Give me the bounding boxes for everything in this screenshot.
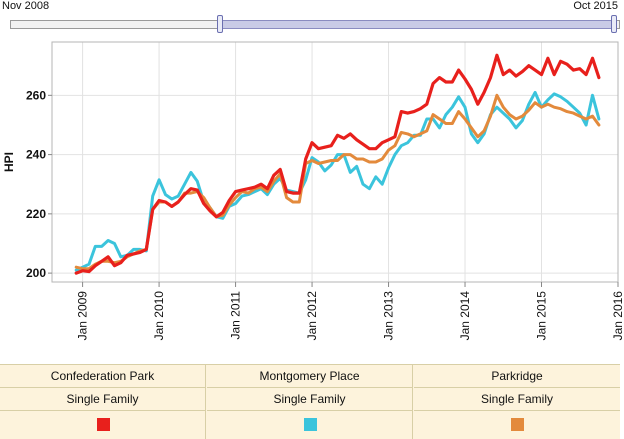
range-start-handle[interactable] (217, 15, 223, 33)
series-layer (74, 53, 601, 275)
x-tick-label: Jan 2009 (76, 291, 90, 341)
x-tick-label: Jan 2013 (382, 291, 396, 341)
legend-series-name: Confederation Park (0, 365, 205, 388)
x-tick-label: Jan 2016 (611, 291, 624, 341)
legend-swatch (303, 418, 317, 431)
range-start-label: Nov 2008 (2, 0, 50, 12)
y-axis: 200 220 240 260 (26, 88, 52, 280)
legend-column-parkridge[interactable]: Parkridge Single Family (414, 365, 620, 439)
legend-swatch (511, 418, 524, 431)
range-end-label: Oct 2015 (573, 0, 618, 12)
date-range-selection[interactable] (220, 20, 613, 29)
legend-column-confederation-park[interactable]: Confederation Park Single Family (0, 365, 206, 439)
range-end-handle[interactable] (611, 15, 617, 33)
y-tick-label: 260 (26, 88, 46, 102)
x-tick-label: Jan 2011 (229, 291, 243, 340)
legend-series-name: Montgomery Place (207, 365, 412, 388)
legend-property-type: Single Family (0, 388, 205, 411)
x-tick-label: Jan 2014 (458, 291, 472, 341)
legend-series-name: Parkridge (414, 365, 620, 388)
legend-property-type: Single Family (207, 388, 412, 411)
series-line-confederation-park (74, 53, 601, 275)
y-tick-label: 220 (26, 207, 46, 221)
x-tick-label: Jan 2015 (535, 291, 549, 341)
legend-column-montgomery-place[interactable]: Montgomery Place Single Family (207, 365, 413, 439)
x-tick-label: Jan 2010 (152, 291, 166, 341)
legend-swatch (96, 418, 110, 431)
y-tick-label: 240 (26, 148, 46, 162)
y-tick-label: 200 (26, 266, 46, 280)
x-tick-label: Jan 2012 (305, 291, 319, 341)
plot-frame (51, 41, 619, 283)
legend-table: Confederation Park Single Family Montgom… (0, 364, 620, 439)
series-line-montgomery-place (74, 90, 601, 272)
x-axis: Jan 2009 Jan 2010 Jan 2011 Jan 2012 Jan 2013… (76, 282, 624, 340)
legend-property-type: Single Family (414, 388, 620, 411)
y-axis-label: HPI (2, 152, 16, 172)
